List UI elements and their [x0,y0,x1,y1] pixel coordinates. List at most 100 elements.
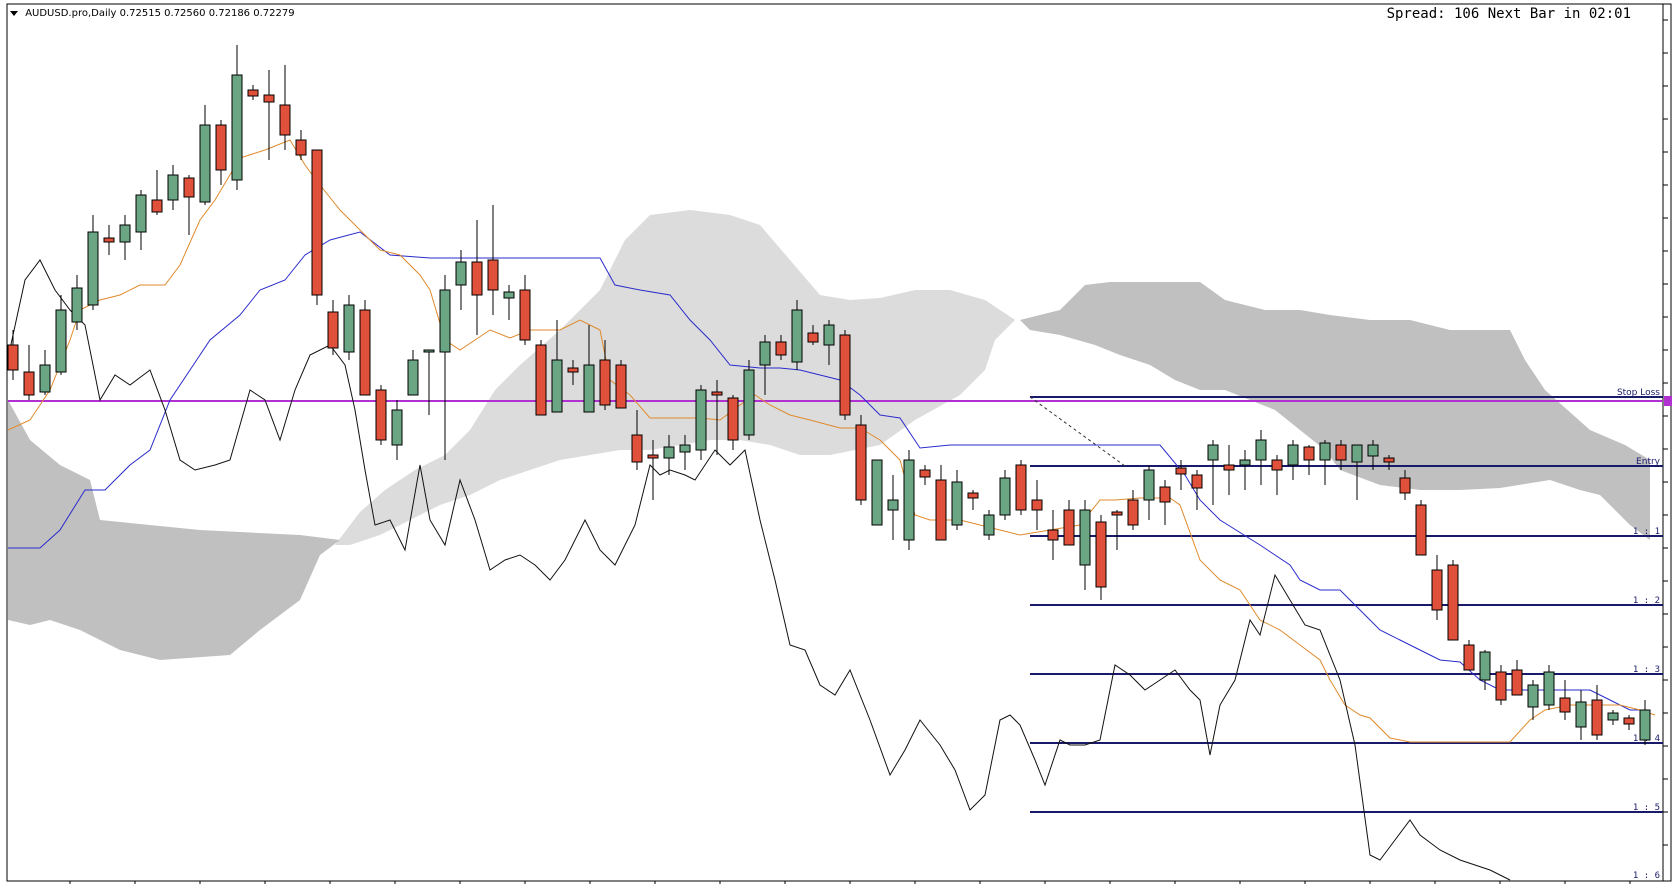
candle-body [503,291,515,299]
candle-body [999,477,1011,516]
candle-body [167,174,179,201]
candle-body [183,177,195,198]
candle-body [23,371,35,396]
candle-body [199,124,211,203]
candle-body [1191,474,1203,489]
symbol-info[interactable]: AUDUSD.pro,Daily 0.72515 0.72560 0.72186… [10,8,295,19]
candle-body [1287,444,1299,466]
candle-body [1463,644,1475,671]
candle-body [215,124,227,171]
stop-loss-label: Stop Loss [1617,388,1660,398]
chevron-down-icon[interactable] [10,10,18,16]
candle-body [1495,671,1507,701]
candle-body [791,309,803,363]
candle-body [663,446,675,459]
candle-body [519,289,531,341]
candle-body [103,237,115,243]
ichimoku-cloud-light [335,210,1015,545]
candle-body [903,459,915,541]
candle-body [455,261,467,286]
candle-body [39,364,51,393]
ohlc-values: 0.72515 0.72560 0.72186 0.72279 [119,8,295,19]
candle-body [263,94,275,103]
candle-body [615,364,627,409]
candle-body [87,231,99,306]
candle-body [1239,459,1251,466]
candle-body [71,287,83,323]
candle-body [823,324,835,346]
candle-body [951,481,963,526]
candle-body [1143,469,1155,501]
candle-body [695,389,707,451]
candle-body [1607,712,1619,721]
candle-body [935,479,947,541]
candle-body [1255,439,1267,461]
candle-body [1031,499,1043,511]
candle-body [1271,459,1283,471]
spread-info: Spread: 106 Next Bar in 02:01 [1386,6,1631,22]
candle-body [727,397,739,441]
candle-body [1415,504,1427,556]
candle-body [919,469,931,478]
symbol-name: AUDUSD.pro,Daily [25,8,117,19]
candle-body [231,74,243,181]
candle-body [247,89,259,97]
tenkan-sen-line [7,139,1656,743]
candle-body [279,104,291,136]
candle-body [1303,446,1315,461]
candle-body [391,409,403,446]
candlesticks [7,45,1651,745]
candle-body [1431,569,1443,611]
candle-body [119,224,131,243]
candle-body [151,199,163,213]
candle-body [327,311,339,349]
ichimoku-cloud-dark [8,282,1650,660]
candle-body [55,309,67,373]
candle-body [1383,457,1395,463]
level-1-3-label: 1 : 3 [1633,665,1660,675]
candle-body [7,344,19,371]
level-1-1-label: 1 : 1 [1633,527,1660,537]
price-marker [1664,396,1672,406]
candle-body [759,341,771,366]
candle-body [967,492,979,499]
candle-body [423,349,435,353]
candle-body [855,424,867,501]
candle-body [1351,444,1363,463]
candle-body [487,259,499,291]
candle-body [807,332,819,343]
candle-body [1095,521,1107,588]
trade-levels [1029,396,1663,813]
candle-body [1543,671,1555,706]
candle-body [311,149,323,296]
candle-body [1623,717,1635,725]
candle-body [359,309,371,396]
candle-body [583,364,595,413]
candle-body [679,444,691,453]
candle-body [743,369,755,436]
candle-body [1111,511,1123,516]
level-1-2-label: 1 : 2 [1633,596,1660,606]
candle-body [295,139,307,156]
candle-body [1319,442,1331,461]
candle-body [135,194,147,233]
candle-body [1079,509,1091,566]
candle-body [1063,509,1075,546]
candle-body [1447,564,1459,641]
candle-body [1639,709,1651,741]
candle-body [343,304,355,353]
candle-body [1159,486,1171,503]
candle-body [1127,499,1139,526]
candle-body [775,341,787,356]
candle-body [599,359,611,406]
candle-body [1175,467,1187,475]
candle-body [1015,464,1027,511]
level-1-6-label: 1 : 6 [1633,871,1660,881]
candle-body [1511,669,1523,696]
candle-body [1399,477,1411,494]
candle-body [1479,651,1491,681]
candle-body [1047,529,1059,541]
candle-body [1367,444,1379,457]
candle-body [887,499,899,511]
